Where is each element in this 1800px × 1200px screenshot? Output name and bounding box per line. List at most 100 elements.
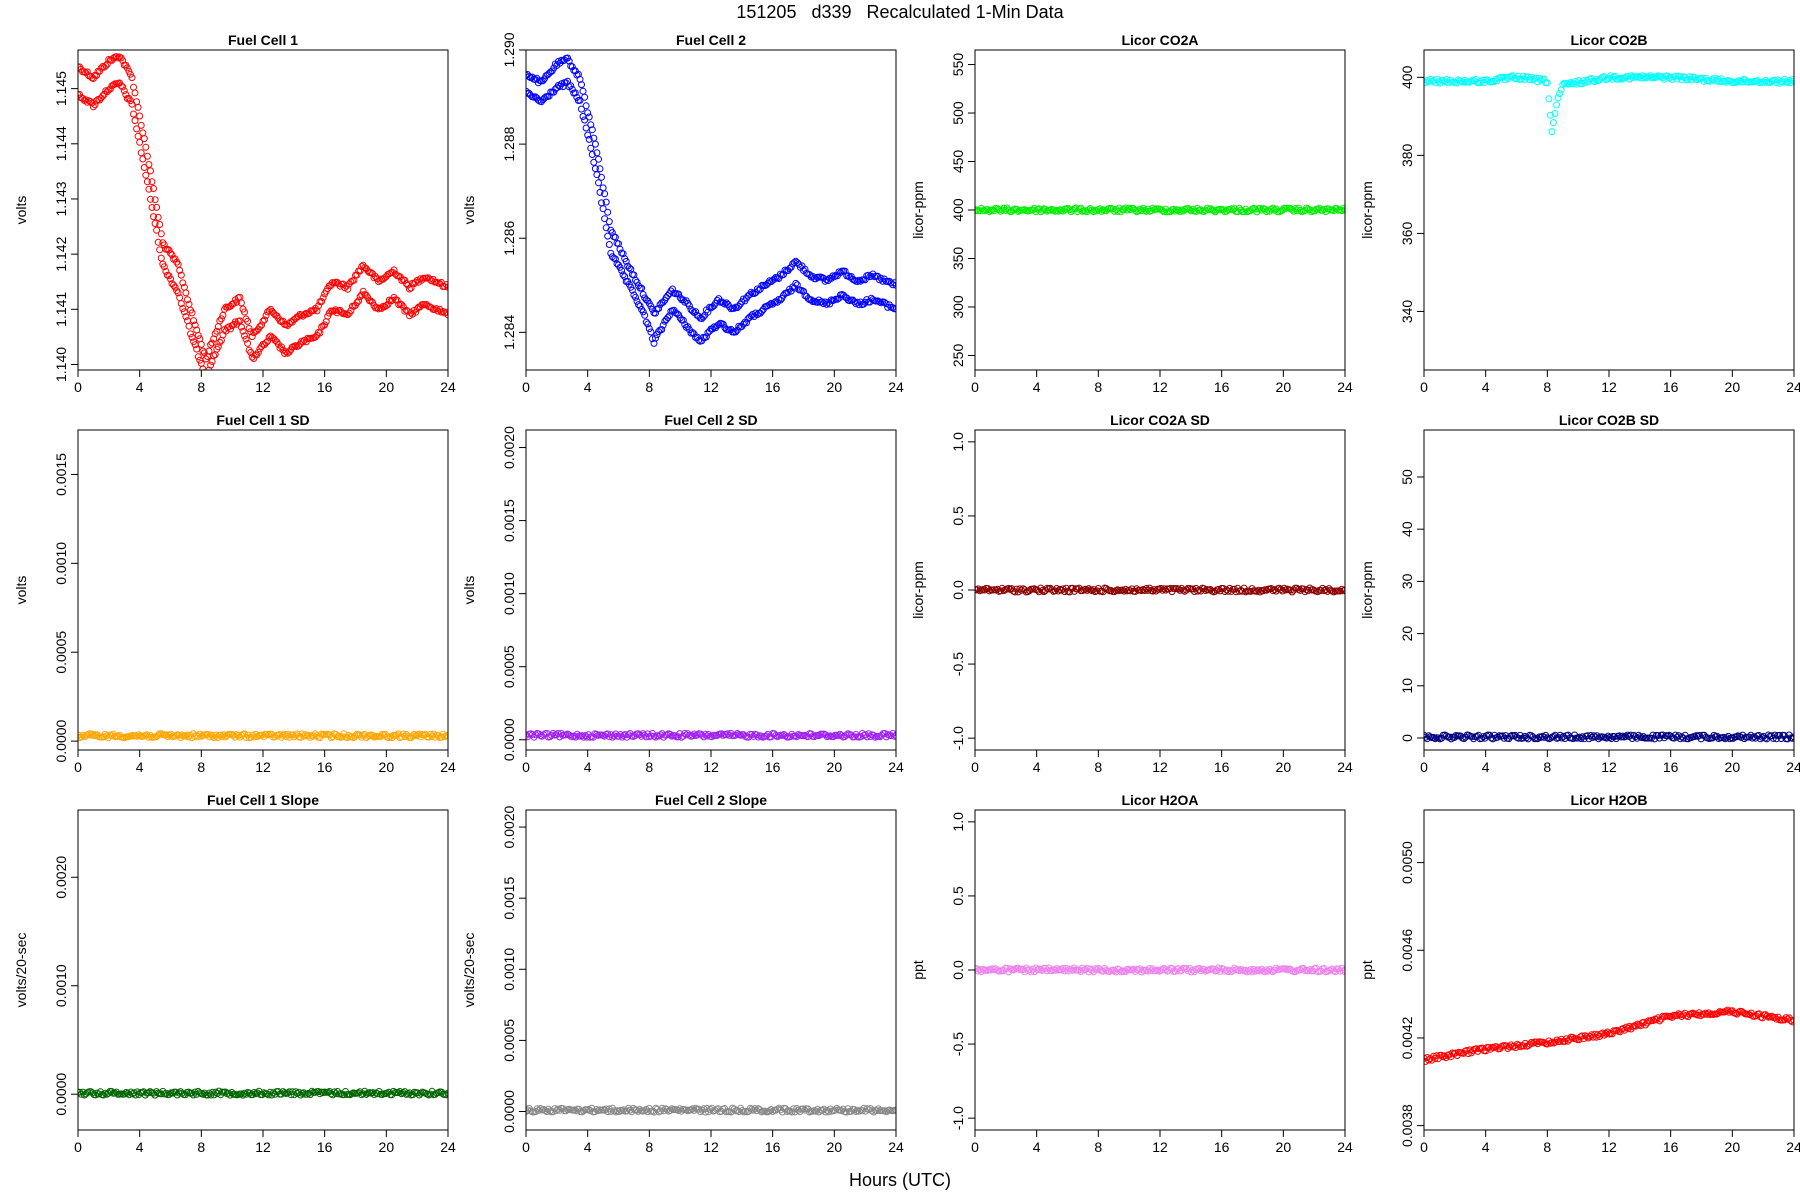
x-tick-label: 20	[827, 379, 843, 395]
data-point	[214, 343, 222, 351]
x-tick-label: 0	[74, 759, 82, 775]
data-point	[1735, 1008, 1743, 1016]
x-tick-label: 4	[584, 379, 592, 395]
x-tick-label: 8	[1543, 379, 1551, 395]
data-point	[310, 306, 318, 314]
data-point	[182, 313, 190, 321]
y-axis-label: volts	[461, 576, 477, 605]
data-point	[102, 62, 110, 70]
data-point	[622, 257, 630, 265]
data-point	[188, 1089, 196, 1097]
data-point	[1632, 1022, 1640, 1030]
data-point	[619, 250, 627, 258]
data-point	[648, 335, 656, 343]
data-point	[1296, 207, 1304, 214]
data-point	[1740, 735, 1748, 743]
data-point	[526, 1106, 532, 1114]
data-point	[587, 144, 595, 152]
data-point	[131, 117, 139, 125]
x-tick-label: 12	[255, 759, 271, 775]
data-point	[1639, 733, 1647, 740]
data-point	[1088, 587, 1096, 595]
x-tick-label: 12	[1152, 1139, 1168, 1155]
data-point	[444, 732, 448, 740]
data-point	[567, 82, 575, 90]
y-axis-label: ppt	[910, 960, 926, 980]
data-point	[394, 1089, 402, 1097]
data-point	[101, 1089, 109, 1097]
data-point	[1539, 732, 1546, 740]
data-point	[205, 366, 213, 370]
data-point	[321, 321, 329, 329]
x-tick-label: 12	[1601, 1139, 1617, 1155]
panel-title: Fuel Cell 1 SD	[216, 412, 309, 428]
data-point	[367, 269, 375, 276]
data-point	[404, 732, 412, 740]
data-point	[539, 77, 547, 85]
data-point	[1442, 732, 1450, 740]
x-tick-label: 20	[827, 759, 843, 775]
data-point	[174, 289, 182, 297]
panel-title: Licor CO2A	[1121, 32, 1198, 48]
series-points	[1424, 731, 1794, 743]
data-point	[319, 294, 327, 302]
data-point	[311, 333, 319, 341]
data-point	[854, 278, 861, 285]
x-tick-label: 20	[1276, 1139, 1292, 1155]
data-point	[241, 332, 248, 340]
data-point	[162, 731, 170, 739]
data-point	[117, 82, 125, 90]
x-tick-label: 8	[1094, 759, 1102, 775]
data-point	[184, 296, 191, 304]
data-point	[1154, 966, 1162, 974]
data-point	[681, 298, 689, 306]
data-point	[121, 1090, 128, 1098]
data-point	[870, 731, 878, 739]
data-point	[216, 338, 224, 346]
data-point	[1627, 72, 1635, 80]
data-point	[409, 732, 417, 740]
plot-frame	[525, 809, 897, 1131]
data-point	[1459, 78, 1467, 86]
data-point	[1026, 587, 1033, 595]
y-tick-label: 10	[1399, 678, 1415, 694]
data-point	[1126, 206, 1134, 213]
data-point	[590, 158, 598, 166]
data-point	[442, 1091, 448, 1099]
panel-5: Fuel Cell 2 SD 0 4 8 12 16 20 24 0.0000 0.0005 0.0…	[461, 412, 904, 775]
data-point	[1490, 78, 1498, 85]
x-tick-label: 0	[522, 1139, 530, 1155]
data-point	[401, 733, 409, 741]
data-point	[196, 356, 204, 364]
data-point	[88, 730, 96, 738]
data-point	[527, 1107, 535, 1115]
data-point	[426, 275, 434, 283]
data-point	[1550, 119, 1557, 127]
data-point	[1295, 585, 1302, 593]
y-tick-label: 0.0010	[501, 572, 517, 615]
y-tick-label: 1.141	[53, 292, 69, 327]
data-point	[1114, 586, 1122, 594]
data-point	[439, 308, 447, 315]
data-point	[830, 273, 838, 281]
data-point	[822, 731, 829, 739]
data-point	[571, 89, 579, 97]
data-point	[1543, 734, 1551, 742]
panel-title: Fuel Cell 2	[676, 32, 746, 48]
data-point	[1014, 964, 1022, 972]
data-point	[1489, 735, 1497, 743]
data-point	[782, 732, 789, 740]
data-point	[1652, 73, 1660, 81]
plot-frame	[1423, 49, 1795, 371]
data-point	[532, 731, 540, 739]
y-tick-label: 550	[950, 53, 966, 77]
data-point	[582, 124, 590, 132]
x-tick-label: 24	[440, 379, 456, 395]
y-tick-label: 0.5	[950, 886, 966, 906]
data-point	[665, 312, 673, 320]
data-point	[358, 291, 366, 299]
data-point	[632, 293, 639, 301]
data-point	[406, 285, 413, 293]
x-tick-label: 0	[1420, 379, 1428, 395]
y-tick-label: 0.0020	[501, 426, 517, 469]
